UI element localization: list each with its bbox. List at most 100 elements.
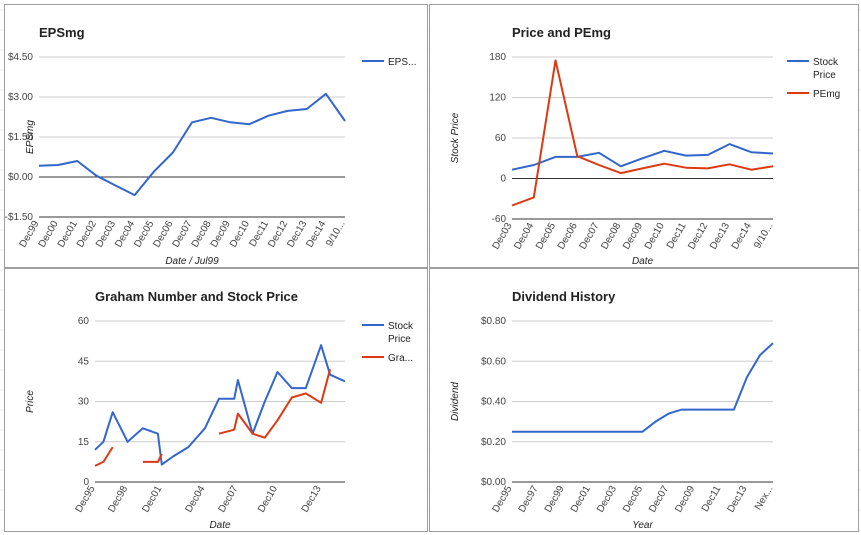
price-pe-chart-panel: Price and PEmg -60 0 60 120 180 Dec03 Dec04 Dec0… xyxy=(429,4,859,268)
data-point xyxy=(663,150,665,152)
y-tick-label: 60 xyxy=(78,316,90,327)
y-axis-label: Stock Price xyxy=(450,112,461,163)
data-point xyxy=(210,117,212,119)
x-tick-label: 9/10... xyxy=(752,221,775,251)
legend-label-line: Price xyxy=(388,334,411,345)
eps-chart-panel: EPSmg -$1.50 $0.00 $1.50 $3.00 $4.50 Dec99 Dec0… xyxy=(4,4,428,268)
series-line-1 xyxy=(511,59,774,207)
data-point xyxy=(707,408,709,410)
legend-label-line: Stock xyxy=(813,57,839,68)
data-point xyxy=(707,154,709,156)
data-point xyxy=(306,108,308,110)
series-line-0 xyxy=(38,92,346,197)
series-line-0 xyxy=(511,143,774,171)
x-tick-label: Dec04 xyxy=(184,484,208,515)
data-point xyxy=(191,121,193,123)
y-tick-label: $1.50 xyxy=(8,132,33,143)
data-point xyxy=(563,431,565,433)
data-point xyxy=(772,342,774,344)
data-point xyxy=(264,437,266,439)
data-point xyxy=(746,376,748,378)
data-point xyxy=(94,465,96,467)
x-tick-label: Dec95 xyxy=(74,484,98,515)
y-tick-label: $0.00 xyxy=(481,477,506,488)
data-point xyxy=(641,167,643,169)
chart-title: EPSmg xyxy=(39,25,85,40)
x-tick-label: Dec95 xyxy=(491,484,515,515)
data-point xyxy=(142,427,144,429)
y-tick-label: -$1.50 xyxy=(5,212,33,223)
data-point xyxy=(576,431,578,433)
data-point xyxy=(628,431,630,433)
x-tick-label: Dec01 xyxy=(140,484,164,515)
legend-label-line: Stock xyxy=(388,321,414,332)
data-point xyxy=(589,431,591,433)
data-point xyxy=(172,151,174,153)
legend-label: Stock Price xyxy=(388,321,414,345)
legend-label: Stock Price xyxy=(813,57,839,81)
data-point xyxy=(554,59,556,61)
data-point xyxy=(694,408,696,410)
data-point xyxy=(248,123,250,125)
data-point xyxy=(320,402,322,404)
y-tick-label: 30 xyxy=(78,397,90,408)
data-point xyxy=(344,380,346,382)
x-tick-label: Dec07 xyxy=(647,484,671,515)
data-point xyxy=(161,463,163,465)
data-point xyxy=(728,163,730,165)
series-line-0 xyxy=(94,344,346,466)
x-tick-label: Dec06 xyxy=(556,221,580,252)
data-point xyxy=(276,419,278,421)
data-point xyxy=(615,431,617,433)
y-tick-label: $0.40 xyxy=(481,397,506,408)
x-tick-label: Dec03 xyxy=(491,221,515,252)
data-point xyxy=(204,427,206,429)
data-point xyxy=(76,160,78,162)
data-point xyxy=(102,441,104,443)
y-tick-label: $4.50 xyxy=(8,52,33,63)
eps-chart: EPSmg-$1.50$0.00$1.50$3.00$4.50Dec99Dec0… xyxy=(5,25,416,267)
y-tick-label: 0 xyxy=(83,477,89,488)
data-point xyxy=(218,433,220,435)
y-tick-label: 120 xyxy=(489,93,506,104)
data-point xyxy=(161,453,163,455)
series-line-0 xyxy=(512,342,774,433)
data-point xyxy=(305,392,307,394)
x-tick-label: Dec05 xyxy=(621,484,645,515)
data-point xyxy=(133,194,135,196)
y-axis-label: Dividend xyxy=(450,382,461,421)
x-tick-label: Dec14 xyxy=(730,221,754,252)
data-point xyxy=(114,184,116,186)
y-axis-label: EPSmg xyxy=(25,120,36,154)
data-point xyxy=(598,164,600,166)
data-point xyxy=(667,412,669,414)
x-tick-label: Dec13 xyxy=(708,221,732,252)
x-axis-label: Date xyxy=(209,520,231,531)
data-point xyxy=(329,368,331,370)
legend-label-line: Price xyxy=(813,70,836,81)
data-point xyxy=(759,354,761,356)
data-point xyxy=(720,408,722,410)
data-point xyxy=(550,431,552,433)
legend-label: EPS... xyxy=(388,57,416,68)
x-tick-label: Dec07 xyxy=(217,484,241,515)
data-point xyxy=(685,154,687,156)
x-axis-label: Date / Jul99 xyxy=(165,256,219,267)
x-tick-label: Dec01 xyxy=(569,484,593,515)
data-point xyxy=(533,196,535,198)
x-tick-label: Dec10 xyxy=(256,484,280,515)
x-tick-label: Dec11 xyxy=(700,484,724,514)
data-point xyxy=(685,167,687,169)
data-point xyxy=(251,433,253,435)
data-point xyxy=(153,171,155,173)
dividend-history-chart: Dividend History $0.00 $0.20 $0.40 $0.60 $0.8… xyxy=(450,289,776,531)
x-tick-label: Dec04 xyxy=(512,221,536,252)
x-tick-label: Nex... xyxy=(753,484,776,512)
data-point xyxy=(620,172,622,174)
graham-number-chart: Graham Number and Stock Price 0 15 30 45 60 De… xyxy=(25,289,414,531)
legend-label: Gra... xyxy=(388,353,413,364)
data-point xyxy=(126,441,128,443)
data-point xyxy=(344,120,346,122)
data-point xyxy=(157,433,159,435)
data-point xyxy=(511,431,513,433)
